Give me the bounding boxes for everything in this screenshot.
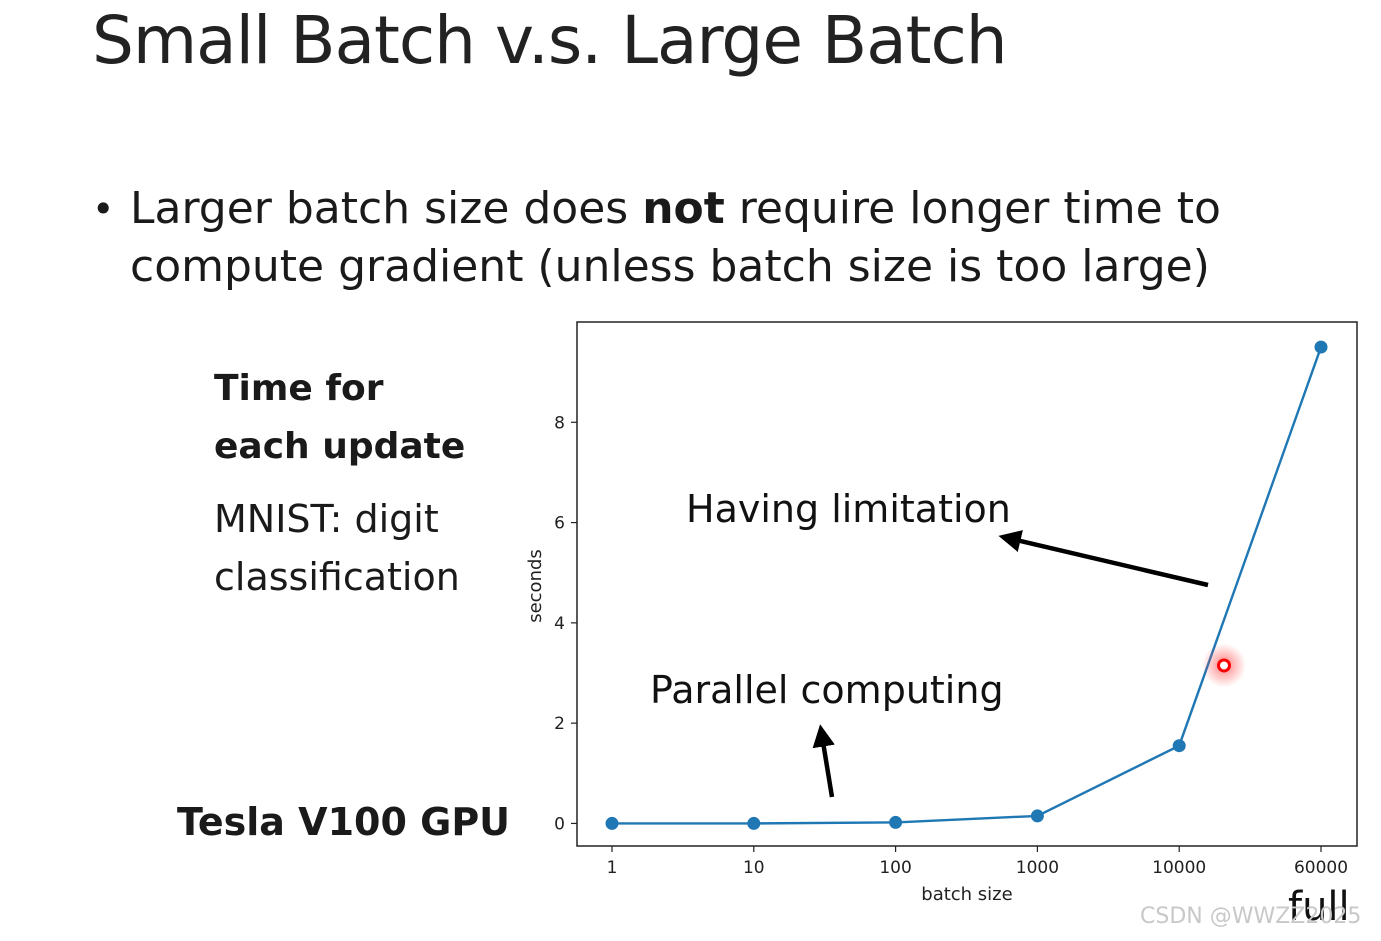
bullet-line-1-bold: not bbox=[642, 183, 725, 234]
data-point bbox=[605, 816, 619, 830]
y-axis: 0 2 4 6 8 bbox=[554, 413, 577, 834]
bullet-line-2: compute gradient (unless batch size is t… bbox=[130, 241, 1210, 292]
annotation-having-limitation: Having limitation bbox=[686, 487, 1011, 531]
watermark: CSDN @WWZZ2025 bbox=[1140, 904, 1362, 929]
data-point bbox=[1030, 809, 1044, 823]
x-tick-label: 60000 bbox=[1294, 858, 1348, 878]
slide-title: Small Batch v.s. Large Batch bbox=[92, 2, 1008, 79]
data-point bbox=[889, 815, 903, 829]
x-tick-label: 100 bbox=[879, 858, 911, 878]
x-tick-label: 1 bbox=[607, 858, 618, 878]
hardware-label: Tesla V100 GPU bbox=[177, 800, 511, 844]
annotation-parallel-computing: Parallel computing bbox=[650, 668, 1004, 712]
data-point bbox=[747, 816, 761, 830]
side-note-line-1: MNIST: digit bbox=[214, 497, 439, 541]
side-heading-line-2: each update bbox=[214, 426, 466, 467]
y-tick-label: 0 bbox=[554, 814, 565, 834]
series-points bbox=[605, 340, 1328, 830]
series-line bbox=[612, 346, 1323, 825]
limitation-arrow bbox=[998, 530, 1209, 588]
y-axis-title: seconds bbox=[525, 549, 546, 623]
y-tick-label: 6 bbox=[554, 514, 565, 534]
x-tick-label: 10 bbox=[743, 858, 765, 878]
x-tick-label: 10000 bbox=[1152, 858, 1206, 878]
bullet-dot-icon: • bbox=[92, 187, 115, 231]
data-point bbox=[1172, 739, 1186, 753]
x-axis: 1 10 100 1000 10000 60000 bbox=[607, 846, 1348, 878]
y-tick-label: 4 bbox=[554, 614, 565, 634]
side-note: MNIST: digit classification bbox=[214, 490, 460, 606]
x-axis-title: batch size bbox=[921, 884, 1012, 905]
bullet-line-1-post: require longer time to bbox=[724, 183, 1221, 234]
y-tick-label: 2 bbox=[554, 714, 565, 734]
side-heading: Time for each update bbox=[214, 360, 465, 476]
full-label: full bbox=[1288, 884, 1350, 930]
side-note-line-2: classification bbox=[214, 555, 460, 599]
bullet-line-1-pre: Larger batch size does bbox=[130, 183, 643, 234]
plot-frame bbox=[576, 321, 1358, 847]
side-heading-line-1: Time for bbox=[214, 368, 384, 409]
x-tick-label: 1000 bbox=[1016, 858, 1059, 878]
parallel-arrow bbox=[812, 724, 835, 798]
y-tick-label: 8 bbox=[554, 413, 565, 433]
data-point bbox=[1314, 340, 1328, 354]
bullet-line-1: Larger batch size does not require longe… bbox=[130, 180, 1221, 238]
cursor-highlight-marker bbox=[1202, 643, 1246, 688]
highlight-ring bbox=[1217, 658, 1231, 673]
